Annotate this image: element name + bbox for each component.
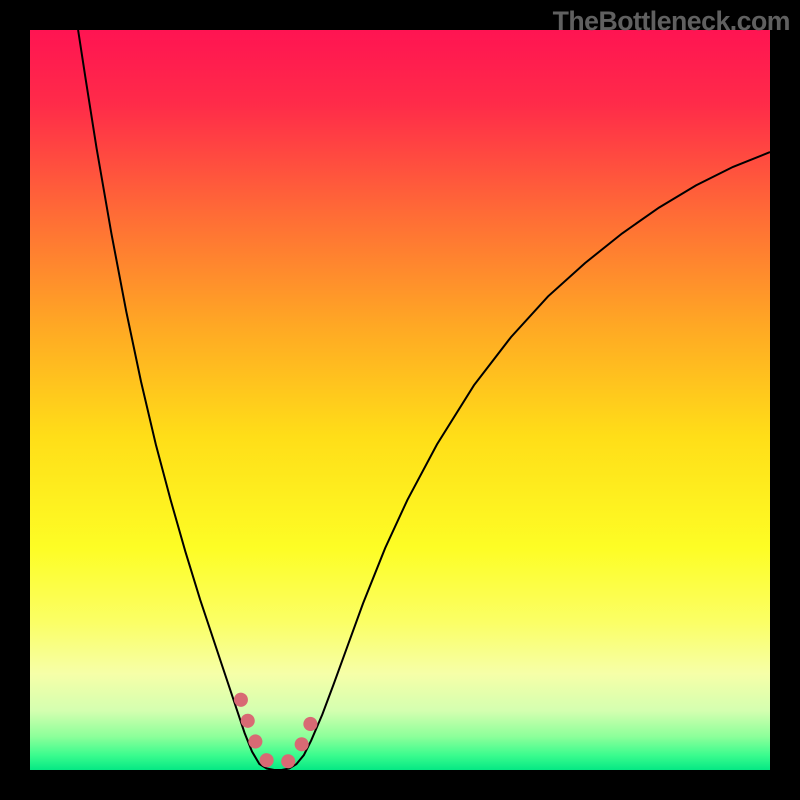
- bottleneck-chart: [0, 0, 800, 800]
- chart-container: TheBottleneck.com: [0, 0, 800, 800]
- plot-background: [30, 30, 770, 770]
- watermark-text: TheBottleneck.com: [553, 6, 790, 37]
